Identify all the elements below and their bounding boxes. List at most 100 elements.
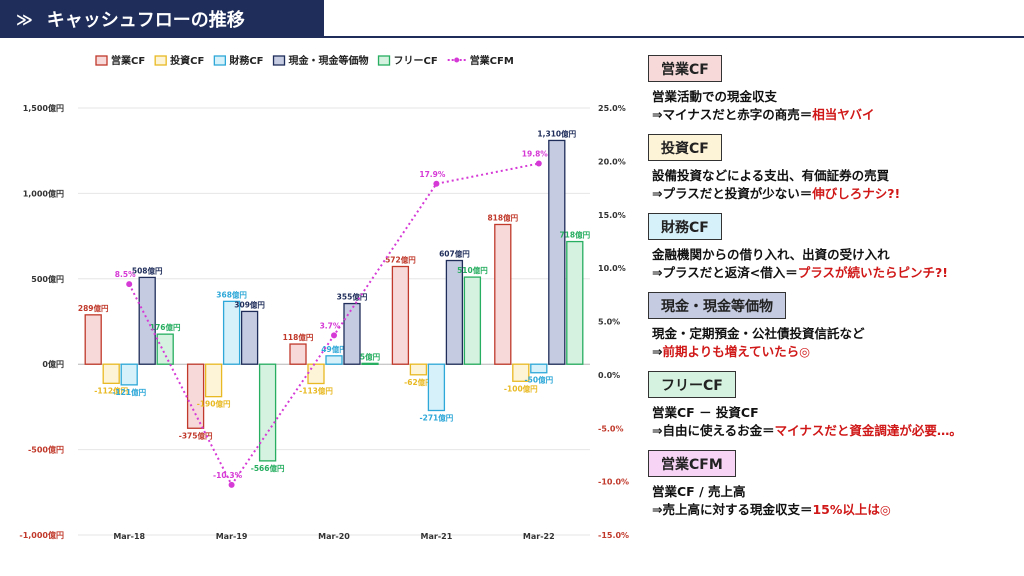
y-right-tick-label: 10.0% — [598, 264, 626, 273]
y-right-tick-label: 20.0% — [598, 157, 626, 166]
description-line: ⇒プラスだと返済<借入＝プラスが続いたらピンチ?! — [652, 264, 1018, 282]
legend-entry: 営業CF — [111, 54, 145, 67]
bar-data-label: -375億円 — [179, 430, 213, 440]
description-text: 設備投資などによる支出、有価証券の売買 — [652, 168, 890, 183]
bar-data-label: 355億円 — [337, 292, 368, 302]
legend-swatch — [154, 55, 167, 66]
bar-data-label: 49億円 — [321, 344, 347, 354]
bar-data-label: 572億円 — [385, 255, 416, 265]
description-line: ⇒プラスだと投資が少ない＝伸びしろナシ?! — [652, 185, 1018, 203]
bar-data-label: 508億円 — [132, 265, 163, 275]
bar-data-label: -112億円 — [94, 385, 128, 395]
bar-5 — [156, 333, 174, 365]
bar-data-label: 818億円 — [487, 212, 518, 222]
line-point — [535, 160, 542, 167]
panel-section: 現金・現金等価物 現金・定期預金・公社債投資信託など ⇒前期よりも増えていたら◎ — [648, 292, 1018, 361]
bar-1 — [289, 343, 307, 365]
bar-data-label: -100億円 — [504, 383, 538, 393]
y-right-tick-label: 0.0% — [598, 371, 620, 380]
y-right-tick-label: 5.0% — [598, 318, 620, 327]
y-left-tick-label: 1,000億円 — [23, 188, 64, 198]
y-right-tick-label: -10.0% — [598, 478, 629, 487]
panel-section: 営業CF 営業活動での現金収支 ⇒マイナスだと赤字の商売＝相当ヤバイ — [648, 55, 1018, 124]
section-label: フリーCF — [648, 371, 736, 398]
bar-data-label: -190億円 — [197, 399, 231, 409]
legend-swatch — [95, 55, 108, 66]
description-text: 金融機関からの借り入れ、出資の受け入れ — [652, 247, 890, 262]
description-text: ⇒プラスだと投資が少ない＝ — [652, 186, 813, 201]
line-data-label: 3.7% — [320, 321, 341, 330]
bar-3 — [530, 363, 548, 374]
description-text: ⇒売上高に対する現金収支＝ — [652, 502, 813, 517]
description-line: 設備投資などによる支出、有価証券の売買 — [652, 167, 1018, 185]
x-tick-label: Mar-20 — [318, 532, 350, 541]
x-tick-label: Mar-19 — [216, 532, 248, 541]
bar-2 — [409, 363, 428, 376]
description-text: 営業CF － 投資CF — [652, 405, 759, 420]
section-description: 営業活動での現金収支 ⇒マイナスだと赤字の商売＝相当ヤバイ — [652, 88, 1018, 124]
description-text: 営業活動での現金収支 — [652, 89, 778, 104]
bar-5 — [463, 276, 482, 365]
bar-data-label: -62億円 — [404, 377, 433, 387]
bar-1 — [186, 363, 205, 429]
section-label: 営業CF — [648, 55, 722, 82]
panel-section: 財務CF 金融機関からの借り入れ、出資の受け入れ ⇒プラスだと返済<借入＝プラスが続… — [648, 213, 1018, 282]
bar-data-label: -121億円 — [112, 387, 146, 397]
bar-data-label: 289億円 — [78, 303, 109, 313]
bar-data-label: 5億円 — [360, 351, 381, 361]
double-chevron-right-icon: ≫ — [16, 9, 33, 29]
description-text: ⇒ — [652, 344, 663, 359]
legend-swatch — [213, 55, 226, 66]
bar-2 — [102, 363, 120, 384]
bar-data-label: 1,310億円 — [537, 128, 576, 138]
bar-data-label: 118億円 — [283, 332, 314, 342]
y-left-tick-label: 0億円 — [42, 359, 64, 369]
bar-5 — [361, 362, 379, 365]
bar-data-label: 368億円 — [216, 289, 247, 299]
page-title: キャッシュフローの推移 — [46, 10, 245, 31]
line-data-label: 8.5% — [115, 270, 136, 279]
line-data-label: 17.9% — [419, 170, 446, 179]
y-right-tick-label: -5.0% — [598, 424, 624, 433]
section-label: 投資CF — [648, 134, 722, 161]
description-line: ⇒前期よりも増えていたら◎ — [652, 343, 1018, 361]
bar-4 — [343, 302, 361, 365]
legend-entry: 投資CF — [170, 54, 204, 67]
description-line: ⇒マイナスだと赤字の商売＝相当ヤバイ — [652, 106, 1018, 124]
explanation-panel: 営業CF 営業活動での現金収支 ⇒マイナスだと赤字の商売＝相当ヤバイ投資CF 設備投資… — [648, 55, 1018, 519]
y-left-tick-label: -1,000億円 — [19, 530, 64, 540]
bar-2 — [512, 363, 530, 382]
bar-data-label: 718億円 — [559, 230, 590, 240]
bar-3 — [120, 363, 138, 386]
bar-data-label: 309億円 — [234, 299, 265, 309]
y-right-tick-label: 25.0% — [598, 104, 626, 113]
legend-swatch — [377, 55, 391, 66]
bar-2 — [307, 363, 325, 385]
highlight-text: 15%以上は◎ — [812, 502, 891, 517]
description-line: 営業活動での現金収支 — [652, 88, 1018, 106]
highlight-text: 前期よりも増えていたら◎ — [662, 344, 811, 359]
section-label: 財務CF — [648, 213, 722, 240]
highlight-text: 伸びしろナシ?! — [812, 186, 901, 201]
line-point — [228, 481, 235, 488]
line-point — [126, 281, 133, 288]
bar-data-label: -271億円 — [420, 412, 454, 422]
legend-swatch — [272, 55, 286, 66]
bar-data-label: -113億円 — [299, 386, 333, 396]
section-description: 金融機関からの借り入れ、出資の受け入れ ⇒プラスだと返済<借入＝プラスが続いたらピ… — [652, 246, 1018, 282]
header-divider — [0, 36, 1024, 38]
section-label: 営業CFM — [648, 450, 736, 477]
x-tick-label: Mar-22 — [523, 532, 555, 541]
bar-3 — [222, 300, 241, 365]
highlight-text: マイナスだと資金調達が必要…。 — [774, 423, 962, 438]
description-line: ⇒売上高に対する現金収支＝15%以上は◎ — [652, 501, 1018, 519]
line-point — [331, 332, 337, 339]
header-title-bar: ≫ キャッシュフローの推移 — [0, 0, 324, 38]
description-text: ⇒マイナスだと赤字の商売＝ — [652, 107, 813, 122]
bar-4 — [548, 139, 566, 365]
bar-data-label: 607億円 — [439, 249, 470, 259]
description-line: 営業CF － 投資CF — [652, 404, 1018, 422]
section-description: 営業CF / 売上高 ⇒売上高に対する現金収支＝15%以上は◎ — [652, 483, 1018, 519]
bar-1 — [494, 223, 512, 365]
bar-data-label: 510億円 — [457, 265, 488, 275]
